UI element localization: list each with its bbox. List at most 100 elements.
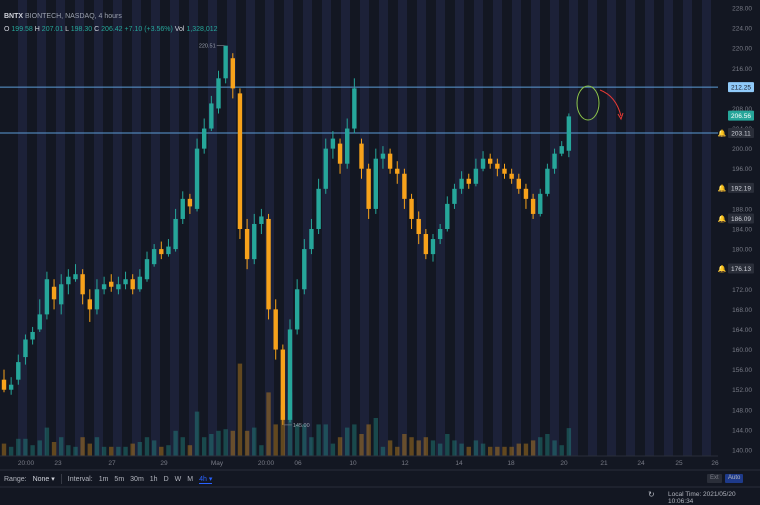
arrow-head xyxy=(617,112,624,121)
volume-bar xyxy=(101,446,107,456)
candle-body xyxy=(480,158,486,169)
interval-5m[interactable]: 5m xyxy=(114,475,125,483)
session-band xyxy=(588,0,597,456)
volume-bar xyxy=(51,442,57,456)
time-tick: 20:00 xyxy=(258,460,275,467)
volume-bar xyxy=(87,443,92,456)
arrow-drawing[interactable] xyxy=(599,89,622,117)
candle-body xyxy=(187,198,193,207)
volume-bar xyxy=(280,405,286,456)
candle-body xyxy=(387,153,393,169)
candle-body xyxy=(402,173,407,199)
price-tick: 180.00 xyxy=(732,247,752,254)
close-value: 206.42 xyxy=(101,26,123,33)
interval-1h[interactable]: 1h xyxy=(149,475,158,483)
price-tick: 160.00 xyxy=(732,347,752,354)
candles xyxy=(1,45,572,425)
range-value: None xyxy=(32,476,50,483)
candle-body xyxy=(101,284,107,290)
volume-bar xyxy=(180,437,185,456)
session-band xyxy=(151,0,160,456)
volume-bar xyxy=(323,424,328,456)
candle-body xyxy=(109,281,114,287)
symbol-description: BIONTECH, NASDAQ, 4 hours xyxy=(25,13,122,20)
candle-body xyxy=(280,349,286,420)
price-scale[interactable] xyxy=(718,0,760,470)
volume-bar xyxy=(30,445,35,456)
volume-bar xyxy=(59,437,64,456)
session-band xyxy=(284,0,293,456)
volume-bar xyxy=(166,445,171,456)
volume-bar xyxy=(373,418,378,456)
time-axis: 20:00 23 27 29 May 20:00 06 10 12 14 18 20 21 24 25 26 xyxy=(18,460,719,467)
volume-bar xyxy=(466,446,471,456)
interval-d[interactable]: D xyxy=(163,475,169,483)
volume-bar xyxy=(223,429,228,456)
price-label-text: 186.09 xyxy=(731,216,751,223)
time-tick: 23 xyxy=(54,460,62,467)
candle-body xyxy=(373,158,378,209)
interval-4h[interactable]: 4h ▾ xyxy=(199,475,213,484)
price-tick: 172.00 xyxy=(732,287,752,294)
ellipse-drawing[interactable] xyxy=(576,85,600,121)
range-select[interactable]: None ▾ xyxy=(33,475,55,483)
auto-scale-button[interactable]: Auto xyxy=(725,474,744,483)
status-bar: ↻ Local Time: 2021/05/20 10:06:34 xyxy=(0,488,760,505)
interval-1m[interactable]: 1m xyxy=(98,475,109,483)
candle-body xyxy=(173,218,178,250)
session-band xyxy=(360,0,369,456)
price-tick: 220.00 xyxy=(732,46,752,53)
volume-bar xyxy=(409,437,414,456)
refresh-icon[interactable]: ↻ xyxy=(648,490,655,499)
candle-body xyxy=(516,178,521,189)
symbol-name[interactable]: BNTX xyxy=(4,13,24,20)
ext-button[interactable]: Ext xyxy=(707,474,722,483)
session-band xyxy=(113,0,122,456)
session-band xyxy=(626,0,635,456)
candle-body xyxy=(337,143,343,164)
price-label-box xyxy=(728,110,754,121)
candle-body xyxy=(559,146,564,154)
volume-bar xyxy=(66,445,71,456)
time-tick: 18 xyxy=(507,460,515,467)
candle-body xyxy=(30,331,35,340)
volume-bar xyxy=(516,443,521,456)
volume-bar xyxy=(395,446,400,456)
session-band xyxy=(56,0,65,456)
interval-w[interactable]: W xyxy=(174,475,182,483)
volume-bar xyxy=(44,427,50,456)
price-tick: 140.00 xyxy=(732,448,752,455)
candle-body xyxy=(166,246,171,255)
volume-bar xyxy=(187,445,193,456)
price-tick: 148.00 xyxy=(732,407,752,414)
session-band xyxy=(227,0,236,456)
candle-body xyxy=(266,218,271,310)
volume-bar xyxy=(402,434,407,456)
volume-bar xyxy=(1,443,7,456)
candle-body xyxy=(509,173,514,179)
volume-bar xyxy=(230,430,235,456)
bottom-toolbar: Range: None ▾ Interval: 1m 5m 30m 1h D W… xyxy=(0,471,760,487)
volume-bar xyxy=(273,424,278,456)
price-label-box xyxy=(728,128,754,139)
volume-bar xyxy=(294,424,300,456)
low-label: L xyxy=(65,26,69,33)
volume-bar xyxy=(244,430,250,456)
candle-body xyxy=(180,198,185,219)
candle-body xyxy=(123,279,128,285)
candle-body xyxy=(159,249,164,255)
session-band xyxy=(664,0,673,456)
candle-body xyxy=(94,289,100,310)
volume-value: 1,328,012 xyxy=(186,26,218,33)
candle-body xyxy=(366,168,371,209)
volume-bar xyxy=(423,437,429,456)
candle-body xyxy=(37,314,42,330)
candle-body xyxy=(130,279,135,290)
volume-bar xyxy=(37,440,42,456)
price-label-text: 212.25 xyxy=(731,85,751,92)
interval-m[interactable]: M xyxy=(187,475,194,483)
volume-bar xyxy=(552,440,557,456)
interval-30m[interactable]: 30m xyxy=(130,475,144,483)
session-band xyxy=(607,0,616,456)
